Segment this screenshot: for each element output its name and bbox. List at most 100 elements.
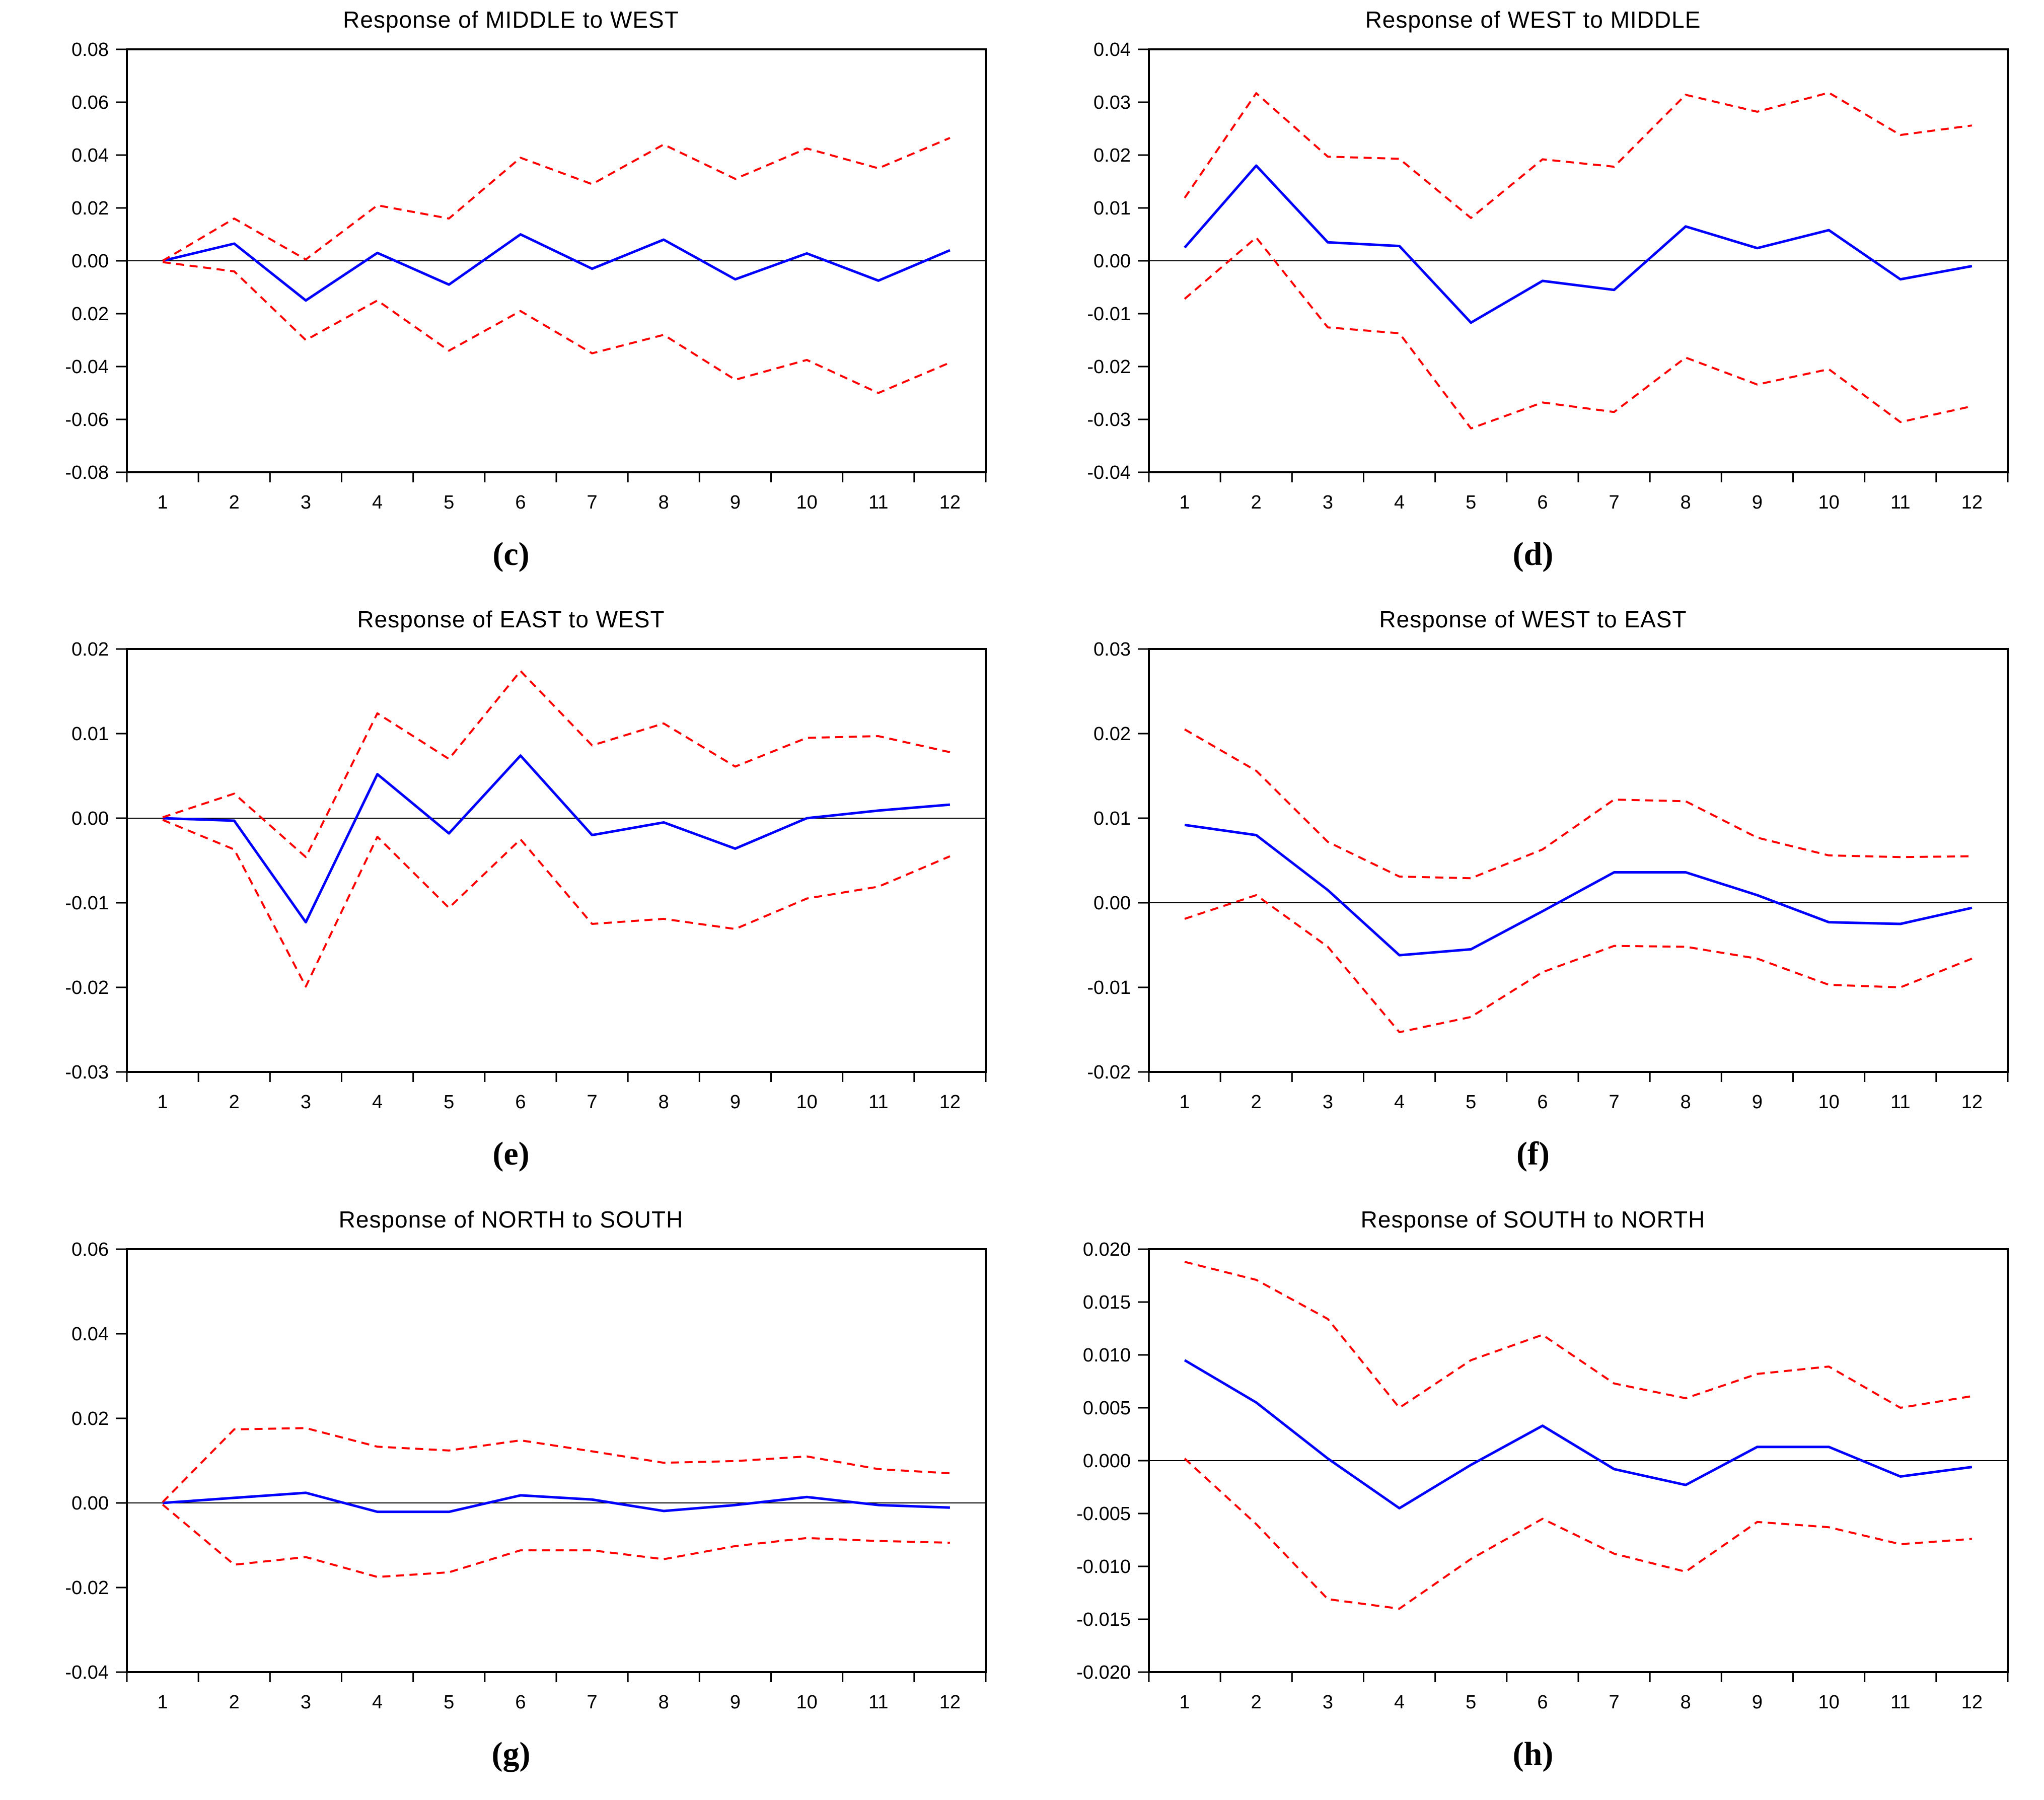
x-axis-tick-label: 12 bbox=[1961, 1092, 1983, 1113]
chart-title-c: Response of MIDDLE to WEST bbox=[343, 7, 679, 33]
y-axis-tick-label: 0.08 bbox=[71, 39, 109, 60]
y-axis-tick-label: 0.02 bbox=[71, 639, 109, 660]
x-axis-tick-label: 3 bbox=[301, 492, 311, 513]
chart-title-e: Response of EAST to WEST bbox=[357, 606, 665, 632]
y-axis-tick-label: 0.02 bbox=[1093, 145, 1131, 166]
x-axis-tick-label: 7 bbox=[1609, 1092, 1620, 1113]
y-axis-tick-label: -0.04 bbox=[1087, 462, 1131, 483]
chart-title-d: Response of WEST to MIDDLE bbox=[1365, 7, 1701, 33]
y-axis-tick-label: 0.03 bbox=[1093, 639, 1131, 660]
chart-plot-f: 0.030.020.010.00-0.01-0.021 2 3 4 5 6 7 8 9 10 11 1… bbox=[1087, 639, 2009, 1113]
plot-border bbox=[1148, 1248, 2009, 1673]
confidence-upper-band bbox=[162, 137, 951, 262]
x-axis-tick-label: 9 bbox=[1752, 1692, 1763, 1713]
plot-border bbox=[126, 648, 987, 1073]
chart-caption-h: (h) bbox=[1512, 1736, 1554, 1772]
panel-e: Response of EAST to WEST 0.02 0.01 0.00 -0.… bbox=[0, 600, 1022, 1200]
chart-title-f: Response of WEST to EAST bbox=[1379, 606, 1687, 632]
x-axis-tick-label: 6 bbox=[515, 492, 526, 513]
chart-plot-d: 0.04 0.03 0.02 0.01 0.00 -0.01 -0.02 -0.03 -0.04… bbox=[1087, 39, 2009, 513]
confidence-lower-band bbox=[1184, 894, 1973, 1034]
x-axis-tick-label: 11 bbox=[868, 492, 888, 513]
x-axis-tick-label: 7 bbox=[587, 1092, 598, 1113]
x-axis-tick-label: 10 bbox=[1818, 1092, 1839, 1113]
confidence-upper-band bbox=[1184, 1261, 1973, 1409]
panel-g: Response of NORTH to SOUTH 0.06 0.04 0.02 0… bbox=[0, 1200, 1022, 1800]
panel-c: Response of MIDDLE to WEST 0.08 0.06 0.04 0… bbox=[0, 0, 1022, 600]
plot-border bbox=[126, 48, 987, 473]
x-axis-tick-label: 9 bbox=[1752, 492, 1763, 513]
x-axis-tick-label: 8 bbox=[1681, 1092, 1691, 1113]
confidence-upper-band bbox=[1184, 728, 1972, 880]
plot-border bbox=[1148, 648, 2009, 1073]
chart-caption-g: (g) bbox=[491, 1736, 531, 1772]
chart-plot-g: 0.060.040.020.00-0.02-0.041 2 3 4 5 6 7 8 9 10 11 1… bbox=[65, 1239, 987, 1713]
plot-border bbox=[1148, 48, 2009, 473]
chart-plot-h: 0.020 0.015 0.010 0.005 0.000 -0.005 -0.010 -0.… bbox=[1076, 1239, 2009, 1713]
y-axis-tick-label: -0.020 bbox=[1076, 1662, 1131, 1683]
x-axis-tick-label: 3 bbox=[1323, 1092, 1333, 1113]
x-axis-tick-label: 8 bbox=[1681, 492, 1691, 513]
x-axis-tick-label: 1 bbox=[158, 1092, 168, 1113]
confidence-lower-band bbox=[1184, 236, 1973, 429]
chart-plot-c: 0.08 0.06 0.04 0.02 0.00 0.02 -0.04 -0.06 -0.08 1… bbox=[65, 39, 987, 513]
x-axis-tick-label: 5 bbox=[444, 1092, 454, 1113]
y-axis-tick-label: 0.02 bbox=[71, 198, 109, 219]
x-axis-tick-label: 12 bbox=[1961, 1692, 1983, 1713]
x-axis-tick-label: 10 bbox=[1818, 492, 1839, 513]
response-line bbox=[162, 754, 951, 924]
response-line bbox=[1184, 164, 1973, 324]
y-axis-tick-label: 0.06 bbox=[71, 1239, 109, 1260]
x-axis-tick-label: 3 bbox=[1323, 492, 1333, 513]
x-axis-tick-label: 4 bbox=[372, 1092, 383, 1113]
response-line bbox=[162, 1491, 951, 1514]
y-axis-tick-label: 0.000 bbox=[1083, 1451, 1131, 1472]
y-axis-tick-label: -0.04 bbox=[65, 1662, 109, 1683]
x-axis-tick-label: 4 bbox=[1394, 492, 1405, 513]
x-axis-tick-label: 11 bbox=[868, 1092, 888, 1113]
response-line bbox=[162, 233, 951, 302]
y-axis-tick-label: 0.02 bbox=[71, 1408, 109, 1429]
x-axis-tick-label: 5 bbox=[1466, 1092, 1476, 1113]
x-axis-tick-label: 8 bbox=[659, 492, 669, 513]
x-axis-tick-label: 10 bbox=[796, 1692, 817, 1713]
x-axis-tick-label: 11 bbox=[868, 1692, 888, 1713]
chart-title-g: Response of NORTH to SOUTH bbox=[338, 1206, 684, 1233]
x-axis-tick-label: 7 bbox=[1609, 492, 1620, 513]
x-axis-tick-label: 10 bbox=[796, 492, 817, 513]
x-axis-tick-label: 9 bbox=[730, 492, 741, 513]
x-axis-tick-label: 1 bbox=[1180, 1692, 1190, 1713]
y-axis-tick-label: 0.00 bbox=[1093, 893, 1131, 914]
chart-caption-c: (c) bbox=[492, 536, 530, 572]
y-axis-tick-label: 0.00 bbox=[71, 251, 109, 272]
chart-title-h: Response of SOUTH to NORTH bbox=[1360, 1206, 1706, 1233]
response-line bbox=[1184, 1359, 1973, 1509]
x-axis-tick-label: 1 bbox=[158, 1692, 168, 1713]
y-axis-tick-label: 0.01 bbox=[1093, 808, 1131, 829]
y-axis-tick-label: 0.01 bbox=[1093, 198, 1131, 219]
y-axis-tick-label: 0.020 bbox=[1083, 1239, 1131, 1260]
y-axis-tick-label: -0.02 bbox=[1087, 356, 1131, 378]
y-axis-tick-label: -0.04 bbox=[65, 356, 109, 378]
confidence-upper-band bbox=[162, 670, 951, 858]
y-axis-tick-label: -0.08 bbox=[65, 462, 109, 483]
y-axis-tick-label: -0.01 bbox=[1087, 304, 1131, 325]
x-axis-tick-label: 10 bbox=[796, 1092, 817, 1113]
x-axis-tick-label: 4 bbox=[372, 1692, 383, 1713]
y-axis-tick-label: -0.01 bbox=[65, 893, 109, 914]
y-axis-tick-label: 0.03 bbox=[1093, 92, 1131, 113]
x-axis-tick-label: 6 bbox=[515, 1092, 526, 1113]
panel-d: Response of WEST to MIDDLE 0.04 0.03 0.02 0… bbox=[1022, 0, 2044, 600]
y-axis-tick-label: -0.06 bbox=[65, 409, 109, 430]
y-axis-tick-label: -0.02 bbox=[1087, 1062, 1131, 1083]
confidence-upper-band bbox=[1184, 92, 1973, 219]
x-axis-tick-label: 2 bbox=[1251, 1092, 1262, 1113]
y-axis-tick-label: -0.01 bbox=[1087, 977, 1131, 998]
y-axis-tick-label: -0.02 bbox=[65, 1577, 109, 1599]
x-axis-tick-label: 10 bbox=[1818, 1692, 1839, 1713]
y-axis-tick-label: 0.005 bbox=[1083, 1398, 1131, 1419]
y-axis-tick-label: -0.010 bbox=[1076, 1556, 1131, 1577]
chart-caption-f: (f) bbox=[1516, 1135, 1550, 1172]
x-axis-tick-label: 1 bbox=[1180, 1092, 1190, 1113]
